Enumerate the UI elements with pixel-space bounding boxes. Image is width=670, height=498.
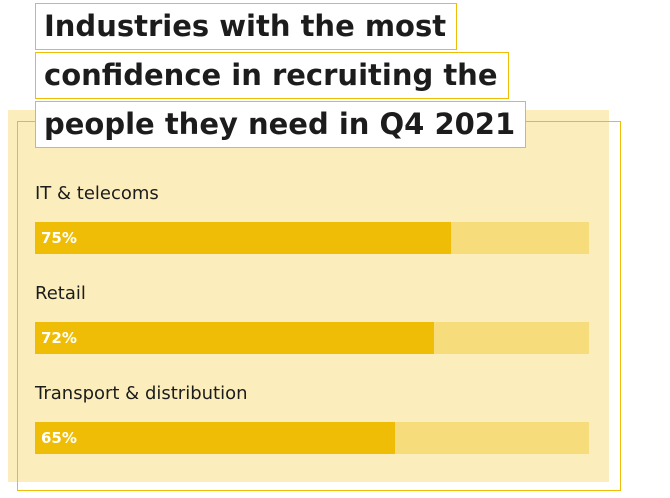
category-label: Retail bbox=[35, 283, 86, 304]
bar-value-label: 65% bbox=[41, 429, 77, 447]
bar-fill bbox=[35, 322, 434, 354]
chart-title-line-3: people they need in Q4 2021 bbox=[35, 101, 527, 148]
bar-track: 65% bbox=[35, 422, 589, 454]
bar-fill bbox=[35, 422, 395, 454]
bar-fill bbox=[35, 222, 451, 254]
category-label: Transport & distribution bbox=[35, 383, 248, 404]
chart-title-line-1: Industries with the most bbox=[35, 3, 458, 50]
chart-title-line-2: confidence in recruiting the bbox=[35, 52, 509, 99]
bar-value-label: 75% bbox=[41, 229, 77, 247]
bar-track: 72% bbox=[35, 322, 589, 354]
bar-value-label: 72% bbox=[41, 329, 77, 347]
category-label: IT & telecoms bbox=[35, 183, 159, 204]
bar-track: 75% bbox=[35, 222, 589, 254]
chart-panel-background bbox=[8, 110, 609, 482]
